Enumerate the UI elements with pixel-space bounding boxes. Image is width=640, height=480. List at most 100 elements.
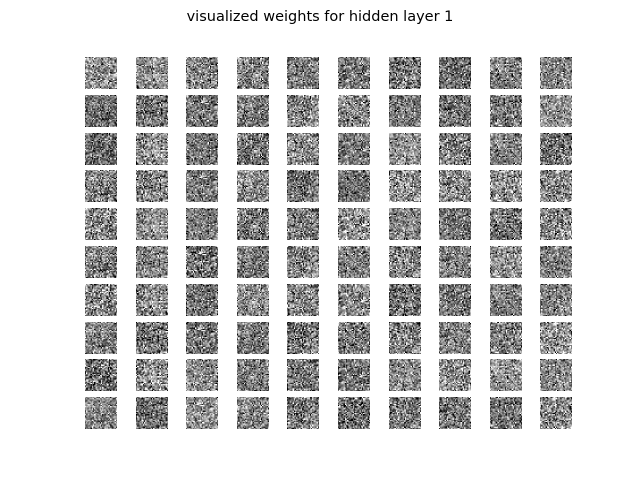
weight-tile <box>439 57 471 89</box>
weight-tile <box>490 397 522 429</box>
weight-tile <box>439 208 471 240</box>
weight-tile <box>490 322 522 354</box>
weight-tile <box>389 322 421 354</box>
weight-tile <box>540 246 572 278</box>
weight-tile <box>490 95 522 127</box>
weight-tile <box>389 170 421 202</box>
weight-tile <box>186 322 218 354</box>
weight-tile <box>186 397 218 429</box>
weight-tile <box>338 95 370 127</box>
weight-tile <box>85 208 117 240</box>
weight-tile <box>237 57 269 89</box>
weight-tile <box>540 170 572 202</box>
weight-tile <box>490 57 522 89</box>
weight-tile <box>389 246 421 278</box>
weight-tile <box>338 284 370 316</box>
weight-tile <box>389 359 421 391</box>
weight-tile <box>237 284 269 316</box>
weight-tile <box>540 133 572 165</box>
weight-tile <box>186 284 218 316</box>
weight-tile <box>338 359 370 391</box>
weight-tile <box>136 246 168 278</box>
weight-tile <box>439 170 471 202</box>
weight-tile <box>85 95 117 127</box>
weight-tile <box>186 57 218 89</box>
weight-tile <box>237 133 269 165</box>
weight-tile <box>237 95 269 127</box>
weight-tile <box>237 397 269 429</box>
weight-tile <box>490 208 522 240</box>
weight-tile <box>439 397 471 429</box>
weight-tile <box>540 208 572 240</box>
weight-tile <box>540 284 572 316</box>
weight-tile <box>389 57 421 89</box>
weight-tile <box>287 397 319 429</box>
weight-tile <box>136 284 168 316</box>
weight-tile <box>85 246 117 278</box>
weight-tile <box>186 170 218 202</box>
weight-tile <box>338 322 370 354</box>
weight-tile <box>186 95 218 127</box>
weight-tile <box>287 246 319 278</box>
weight-tile <box>85 170 117 202</box>
weight-tile <box>287 322 319 354</box>
weight-tile <box>136 208 168 240</box>
weight-tile <box>287 95 319 127</box>
weight-tile <box>338 170 370 202</box>
weight-tile <box>439 133 471 165</box>
weight-tile <box>85 284 117 316</box>
weight-tile <box>540 359 572 391</box>
weight-tile <box>237 208 269 240</box>
weight-tile <box>540 95 572 127</box>
weight-tile <box>439 322 471 354</box>
weight-tile <box>338 57 370 89</box>
weight-tile <box>490 246 522 278</box>
weight-tile <box>389 284 421 316</box>
weight-tile <box>186 359 218 391</box>
weight-tile <box>85 359 117 391</box>
weight-tile <box>439 359 471 391</box>
weight-tile <box>389 397 421 429</box>
weight-tile <box>85 322 117 354</box>
weight-tile <box>540 397 572 429</box>
weight-tile <box>389 208 421 240</box>
weight-tile <box>136 95 168 127</box>
weight-tile <box>490 359 522 391</box>
weight-tile <box>490 170 522 202</box>
weight-tile <box>85 57 117 89</box>
weight-tile <box>338 397 370 429</box>
weight-tile <box>287 170 319 202</box>
weight-tile <box>287 57 319 89</box>
weight-tile <box>136 170 168 202</box>
weight-tile <box>85 397 117 429</box>
weight-tile <box>338 133 370 165</box>
weight-tile <box>136 133 168 165</box>
weight-tile <box>237 359 269 391</box>
weight-tile <box>237 322 269 354</box>
weight-tile <box>85 133 117 165</box>
weight-tile <box>439 284 471 316</box>
weight-tile <box>389 133 421 165</box>
weight-tile <box>136 57 168 89</box>
weight-tile <box>439 246 471 278</box>
chart-title: visualized weights for hidden layer 1 <box>186 9 454 25</box>
weight-tile <box>287 284 319 316</box>
weight-tile <box>287 359 319 391</box>
weight-tile <box>237 170 269 202</box>
weight-tile <box>338 208 370 240</box>
weight-tile <box>186 246 218 278</box>
weight-tile <box>136 359 168 391</box>
weight-tile <box>136 397 168 429</box>
weight-tile <box>237 246 269 278</box>
weight-tile <box>389 95 421 127</box>
weight-tile <box>490 284 522 316</box>
weight-tile <box>287 133 319 165</box>
weight-tile <box>186 208 218 240</box>
weight-tile <box>136 322 168 354</box>
weight-tile <box>287 208 319 240</box>
weight-tile <box>490 133 522 165</box>
weight-tile <box>338 246 370 278</box>
weight-tile <box>540 322 572 354</box>
